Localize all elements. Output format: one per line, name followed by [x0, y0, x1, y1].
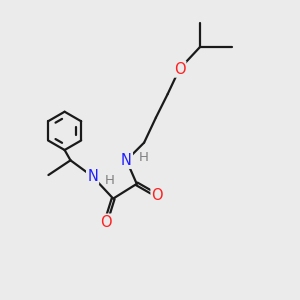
Text: O: O: [152, 188, 163, 203]
Text: N: N: [121, 153, 132, 168]
Text: H: H: [139, 152, 149, 164]
Text: O: O: [100, 214, 112, 230]
Text: O: O: [174, 61, 185, 76]
Text: H: H: [105, 173, 115, 187]
Text: N: N: [87, 169, 98, 184]
